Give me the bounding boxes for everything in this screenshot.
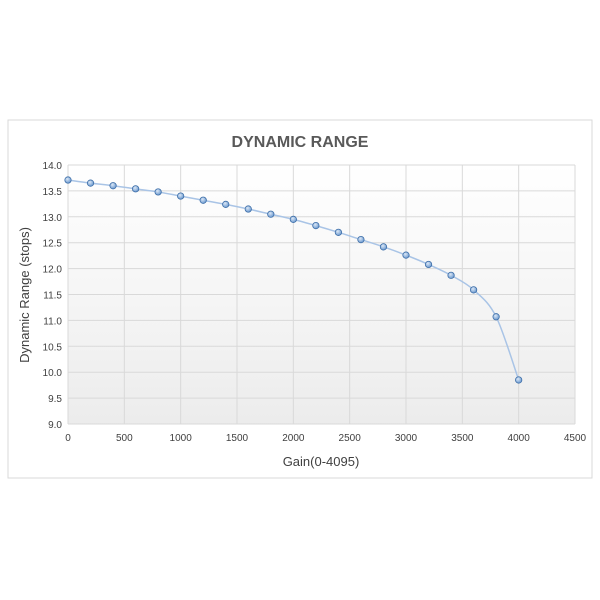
y-tick-label: 10.5 xyxy=(43,342,63,353)
x-tick-label: 4500 xyxy=(564,433,587,444)
x-tick-label: 2000 xyxy=(282,433,305,444)
x-tick-label: 1000 xyxy=(170,433,193,444)
data-point xyxy=(334,228,342,236)
y-tick-label: 13.5 xyxy=(43,187,63,198)
data-point xyxy=(402,251,410,259)
x-tick-label: 4000 xyxy=(508,433,531,444)
y-tick-label: 13.0 xyxy=(43,213,63,224)
y-axis-label: Dynamic Range (stops) xyxy=(17,227,32,363)
y-tick-label: 11.5 xyxy=(43,291,62,302)
data-point xyxy=(515,376,523,384)
data-point xyxy=(199,196,207,204)
data-point xyxy=(424,260,433,269)
data-point xyxy=(312,222,320,230)
x-tick-label: 500 xyxy=(116,433,133,444)
data-point xyxy=(267,210,275,218)
y-tick-label: 14.0 xyxy=(43,161,63,172)
y-tick-label: 11.0 xyxy=(43,316,62,327)
data-point xyxy=(154,188,162,196)
x-tick-label: 0 xyxy=(65,433,71,444)
gridlines xyxy=(67,164,576,425)
x-tick-label: 3500 xyxy=(451,433,474,444)
y-tick-label: 10.0 xyxy=(43,368,63,379)
y-tick-label: 12.5 xyxy=(43,239,63,250)
x-tick-label: 1500 xyxy=(226,433,249,444)
x-tick-label: 3000 xyxy=(395,433,418,444)
data-point xyxy=(244,205,252,213)
y-tick-label: 9.0 xyxy=(48,420,62,431)
data-point xyxy=(492,313,500,321)
data-point xyxy=(132,185,140,193)
data-point xyxy=(357,235,365,244)
chart-title: DYNAMIC RANGE xyxy=(232,134,369,151)
data-point xyxy=(177,192,185,200)
y-tick-label: 12.0 xyxy=(43,265,63,276)
data-point xyxy=(289,215,297,223)
tick-labels: 9.0 9.5 10.0 10.5 11.0 11.5 12.0 12.5 13.0 13.5 14… xyxy=(43,161,587,444)
data-point xyxy=(222,200,230,208)
data-point xyxy=(469,286,478,294)
x-tick-label: 2500 xyxy=(339,433,362,444)
y-tick-label: 9.5 xyxy=(48,394,62,405)
data-point xyxy=(109,182,117,190)
data-point xyxy=(447,271,455,279)
data-point xyxy=(86,179,95,187)
series-marker-layer xyxy=(64,176,523,384)
data-point xyxy=(64,176,72,184)
data-point xyxy=(379,243,388,251)
x-axis-label: Gain(0-4095) xyxy=(283,454,360,469)
